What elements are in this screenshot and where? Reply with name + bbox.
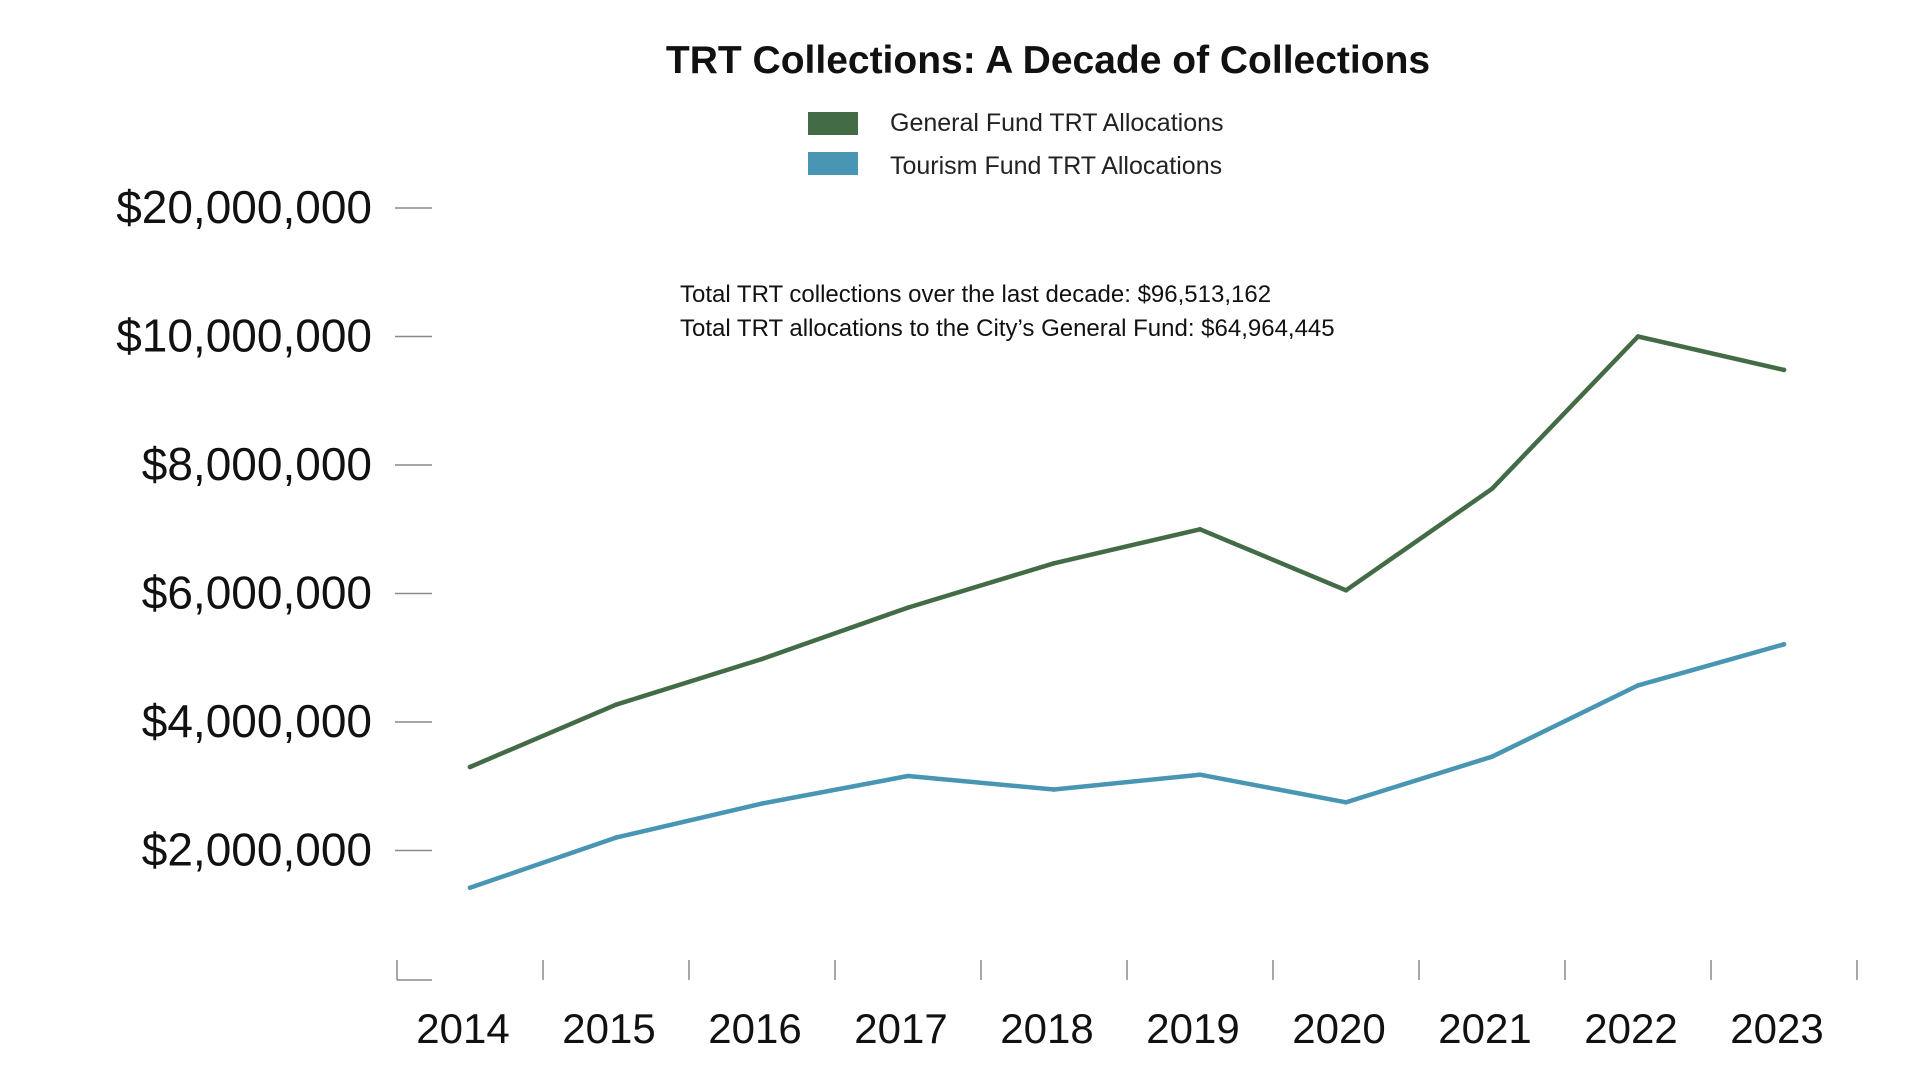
- data-point-tourism-fund: [1635, 683, 1641, 688]
- legend-label-tourism-fund: Tourism Fund TRT Allocations: [890, 152, 1222, 180]
- data-point-general-fund: [905, 605, 911, 610]
- data-point-tourism-fund: [1489, 754, 1495, 759]
- x-tick-label: 2015: [562, 1005, 655, 1052]
- x-tick-label: 2014: [416, 1005, 509, 1052]
- annotation-total-collections: Total TRT collections over the last deca…: [680, 281, 1271, 308]
- y-tick-label: $4,000,000: [142, 695, 372, 747]
- data-point-general-fund: [1197, 527, 1203, 532]
- data-point-general-fund: [759, 656, 765, 662]
- data-point-general-fund: [613, 702, 619, 707]
- annotation-box: Total TRT collections over the last deca…: [680, 281, 1335, 342]
- series-line-general-fund: [467, 334, 1787, 770]
- y-tick-label: $2,000,000: [142, 824, 372, 876]
- data-point-tourism-fund: [759, 801, 765, 806]
- x-tick-label: 2023: [1730, 1005, 1823, 1052]
- x-tick-label: 2022: [1584, 1005, 1677, 1052]
- x-tick-label: 2018: [1000, 1005, 1093, 1052]
- x-tick-label: 2021: [1438, 1005, 1531, 1052]
- legend-swatch-general-fund: [808, 112, 858, 135]
- series-layer: [467, 334, 1787, 891]
- y-axis: $2,000,000 $4,000,000 $6,000,000 $8,000,000…: [116, 181, 432, 876]
- legend: General Fund TRT Allocations Tourism Fun…: [808, 109, 1224, 180]
- data-point-tourism-fund: [1781, 642, 1787, 647]
- data-point-general-fund: [1343, 588, 1349, 593]
- data-point-tourism-fund: [1197, 772, 1203, 777]
- legend-label-general-fund: General Fund TRT Allocations: [890, 109, 1224, 137]
- x-axis: 2014 2015 2016 2017 2018 2019 2020 2021 2022 2023: [396, 960, 1858, 1052]
- data-point-general-fund: [1051, 561, 1057, 566]
- data-point-general-fund: [1635, 334, 1641, 339]
- y-tick-label: $10,000,000: [116, 310, 372, 362]
- x-tick-label: 2020: [1292, 1005, 1385, 1052]
- data-point-general-fund: [467, 764, 473, 770]
- x-tick-label: 2019: [1146, 1005, 1239, 1052]
- annotation-general-fund-total: Total TRT allocations to the City’s Gene…: [680, 315, 1335, 342]
- data-point-tourism-fund: [905, 773, 911, 779]
- data-point-tourism-fund: [613, 835, 619, 840]
- data-point-general-fund: [1781, 367, 1787, 373]
- data-point-tourism-fund: [1343, 800, 1349, 805]
- data-point-tourism-fund: [467, 885, 473, 891]
- data-point-general-fund: [1489, 486, 1495, 492]
- legend-swatch-tourism-fund: [808, 152, 858, 175]
- y-tick-label: $8,000,000: [142, 438, 372, 490]
- data-point-tourism-fund: [1051, 787, 1057, 792]
- chart-title: TRT Collections: A Decade of Collections: [666, 39, 1430, 82]
- y-tick-label: $6,000,000: [142, 567, 372, 619]
- y-tick-label: $20,000,000: [116, 181, 372, 233]
- series-line-tourism-fund: [467, 642, 1787, 891]
- x-tick-label: 2016: [708, 1005, 801, 1052]
- x-tick-label: 2017: [854, 1005, 947, 1052]
